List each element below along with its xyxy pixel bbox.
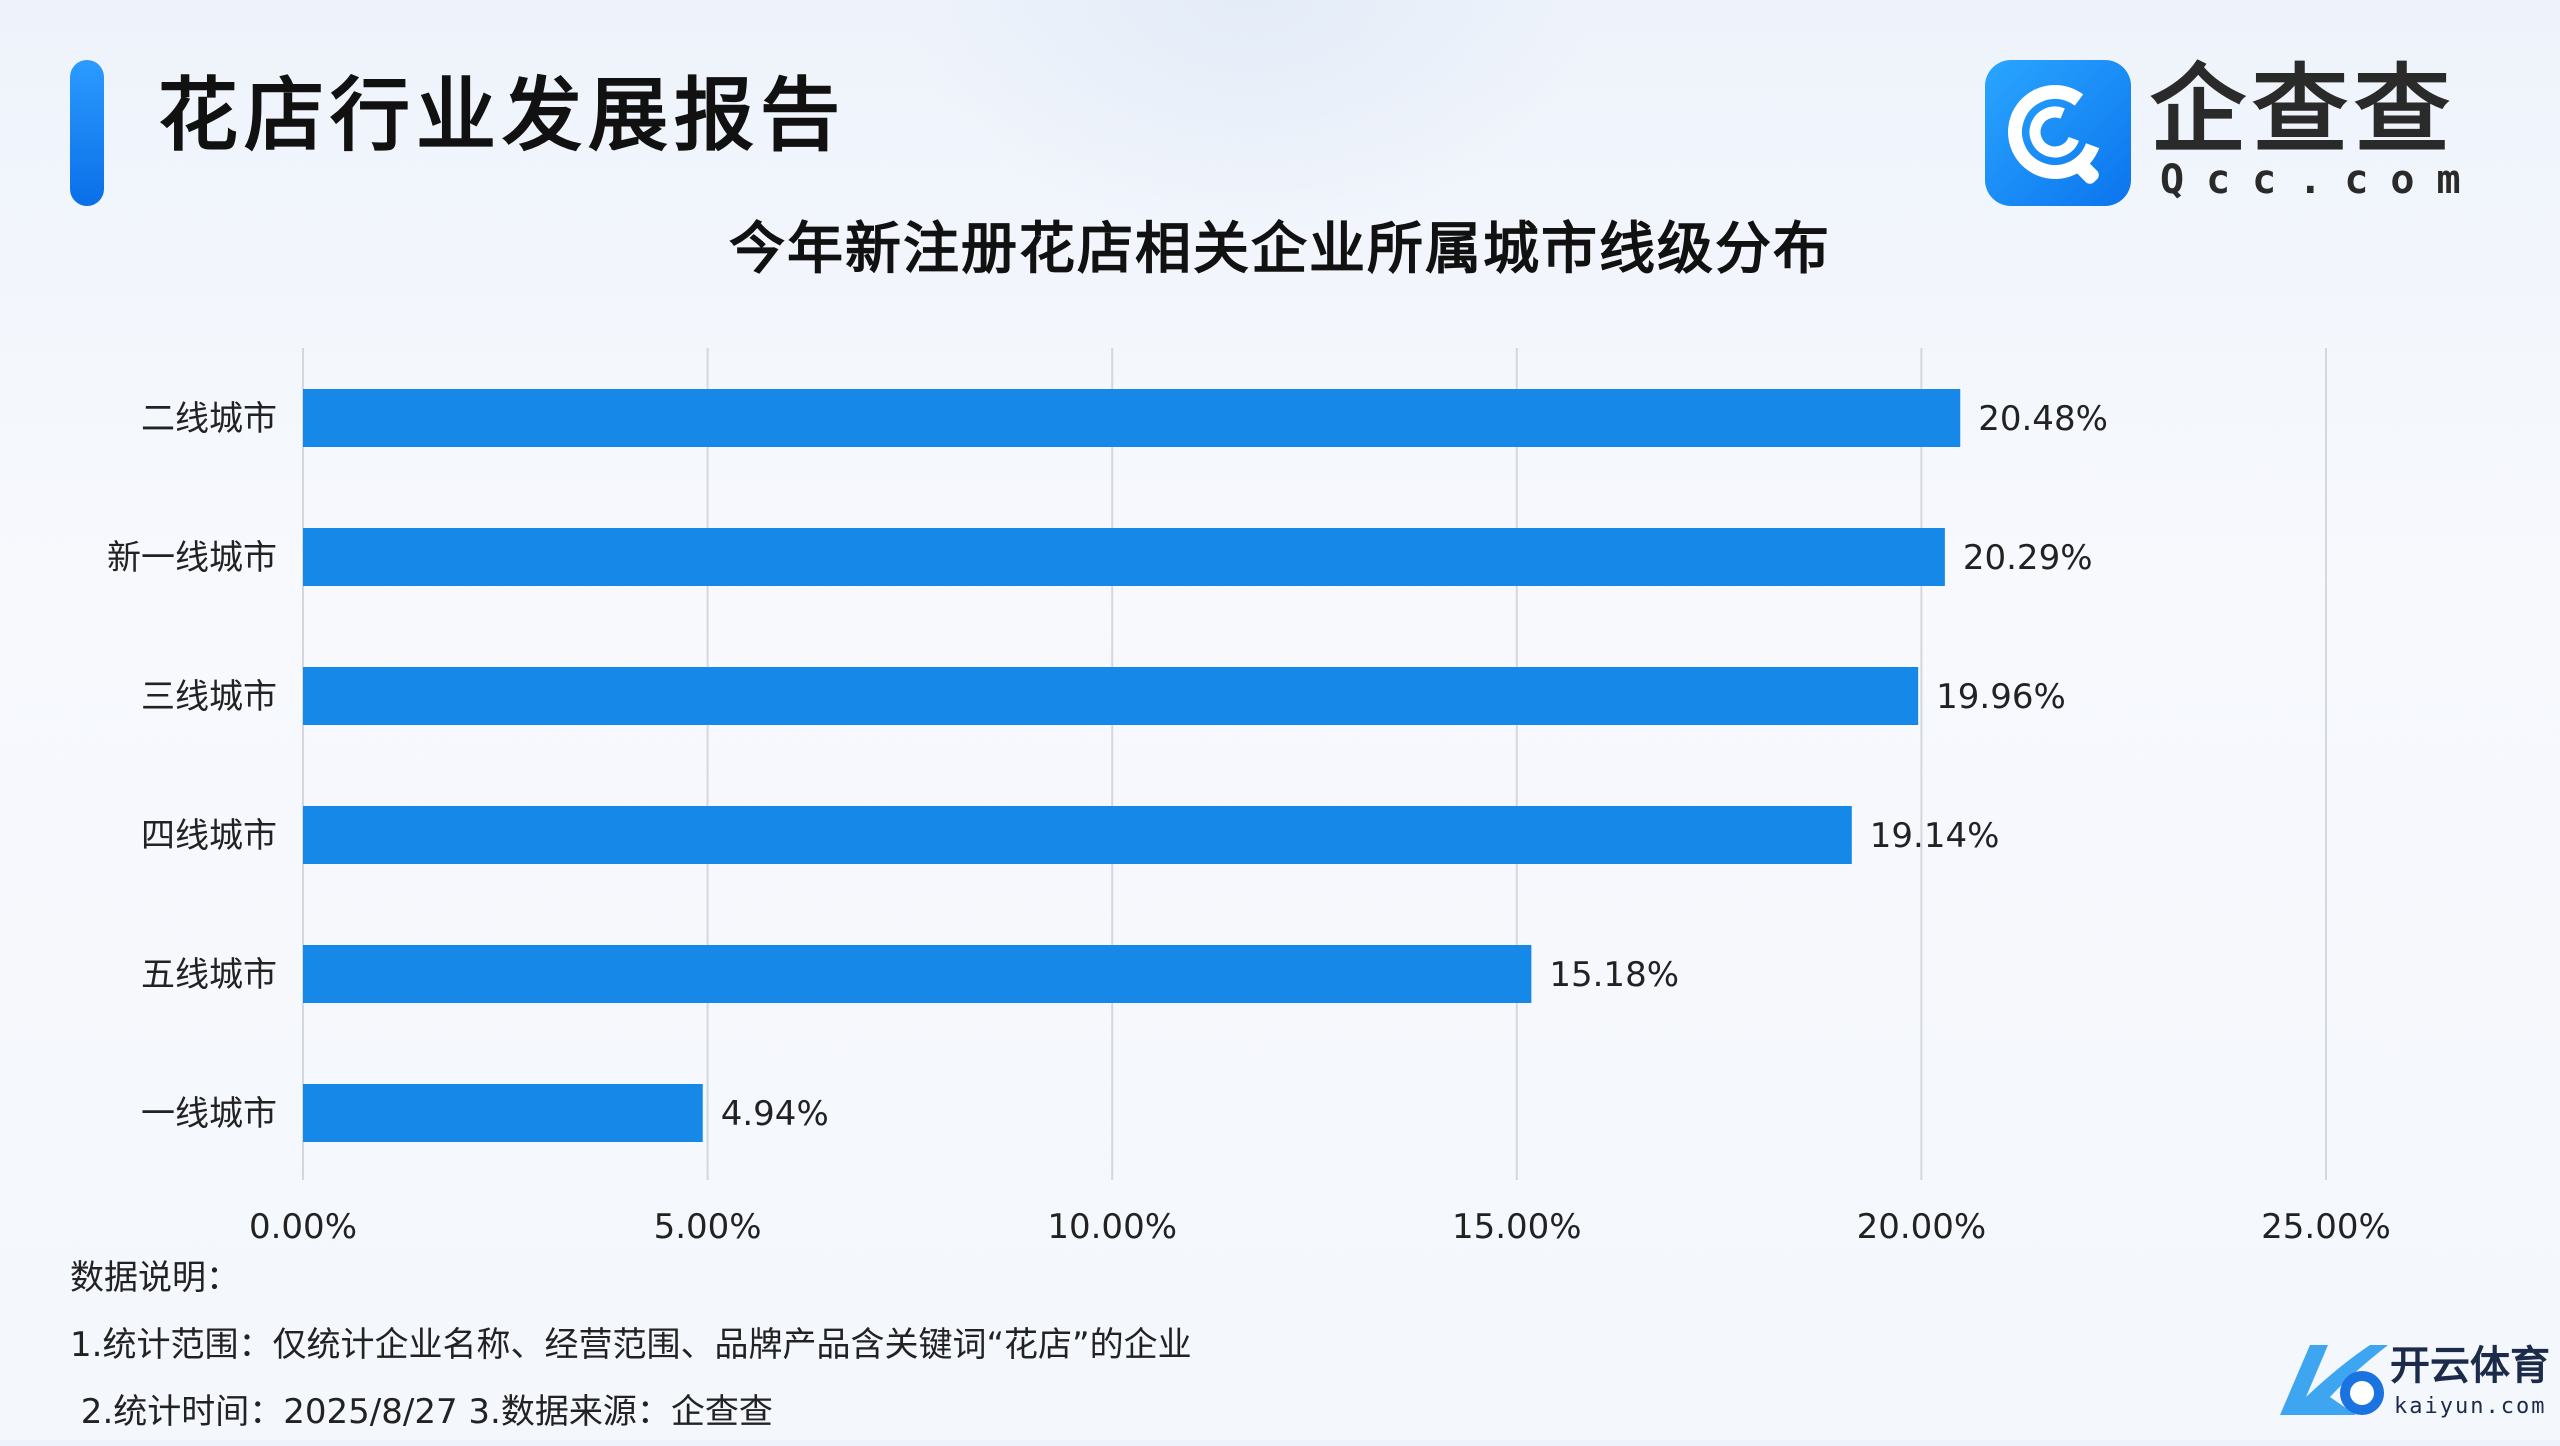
bar	[303, 945, 1532, 1003]
bar-chart: 0.00% 5.00% 10.00% 15.00% 20.00% 25.00% 二线城市 20…	[107, 348, 2391, 1247]
report-title: 花店行业发展报告	[158, 69, 846, 162]
x-tick-label: 5.00%	[654, 1207, 762, 1247]
bar	[303, 389, 1961, 447]
data-label: 15.18%	[1549, 955, 1679, 995]
category-label: 新一线城市	[107, 538, 277, 578]
category-label: 五线城市	[141, 955, 277, 995]
bar	[303, 528, 1945, 586]
data-label: 4.94%	[721, 1094, 829, 1134]
qcc-logo-domain: Qcc.com	[2160, 157, 2483, 203]
x-tick-label: 25.00%	[2261, 1207, 2391, 1247]
bar	[303, 806, 1852, 864]
x-tick-label: 0.00%	[249, 1207, 357, 1247]
watermark-name: 开云体育	[2390, 1343, 2550, 1389]
category-label: 一线城市	[141, 1094, 277, 1134]
title-accent-bar	[70, 60, 104, 206]
qcc-logo-name: 企查查	[2150, 54, 2456, 166]
notes-line-2: 2.统计时间：2025/8/27 3.数据来源：企查查	[70, 1392, 773, 1432]
bar	[303, 667, 1919, 725]
kaiyun-logo-icon	[2280, 1345, 2388, 1415]
data-notes: 数据说明： 1.统计范围：仅统计企业名称、经营范围、品牌产品含关键词“花店”的企…	[70, 1245, 1192, 1446]
category-label: 四线城市	[141, 816, 277, 856]
chart-title: 今年新注册花店相关企业所属城市线级分布	[729, 217, 1831, 282]
qcc-logo-glyph	[2008, 85, 2102, 184]
notes-heading: 数据说明：	[70, 1258, 240, 1298]
data-label: 19.96%	[1936, 677, 2066, 717]
category-label: 二线城市	[141, 399, 277, 439]
bar	[303, 1084, 703, 1142]
data-label: 20.48%	[1978, 399, 2108, 439]
watermark-domain: kaiyun.com	[2394, 1394, 2547, 1419]
notes-line-1: 1.统计范围：仅统计企业名称、经营范围、品牌产品含关键词“花店”的企业	[70, 1325, 1192, 1365]
category-label: 三线城市	[141, 677, 277, 717]
qcc-logo-icon	[1985, 60, 2131, 206]
x-tick-label: 20.00%	[1857, 1207, 1987, 1247]
x-tick-label: 15.00%	[1452, 1207, 1582, 1247]
x-tick-label: 10.00%	[1047, 1207, 1177, 1247]
data-label: 19.14%	[1870, 816, 2000, 856]
data-label: 20.29%	[1963, 538, 2093, 578]
